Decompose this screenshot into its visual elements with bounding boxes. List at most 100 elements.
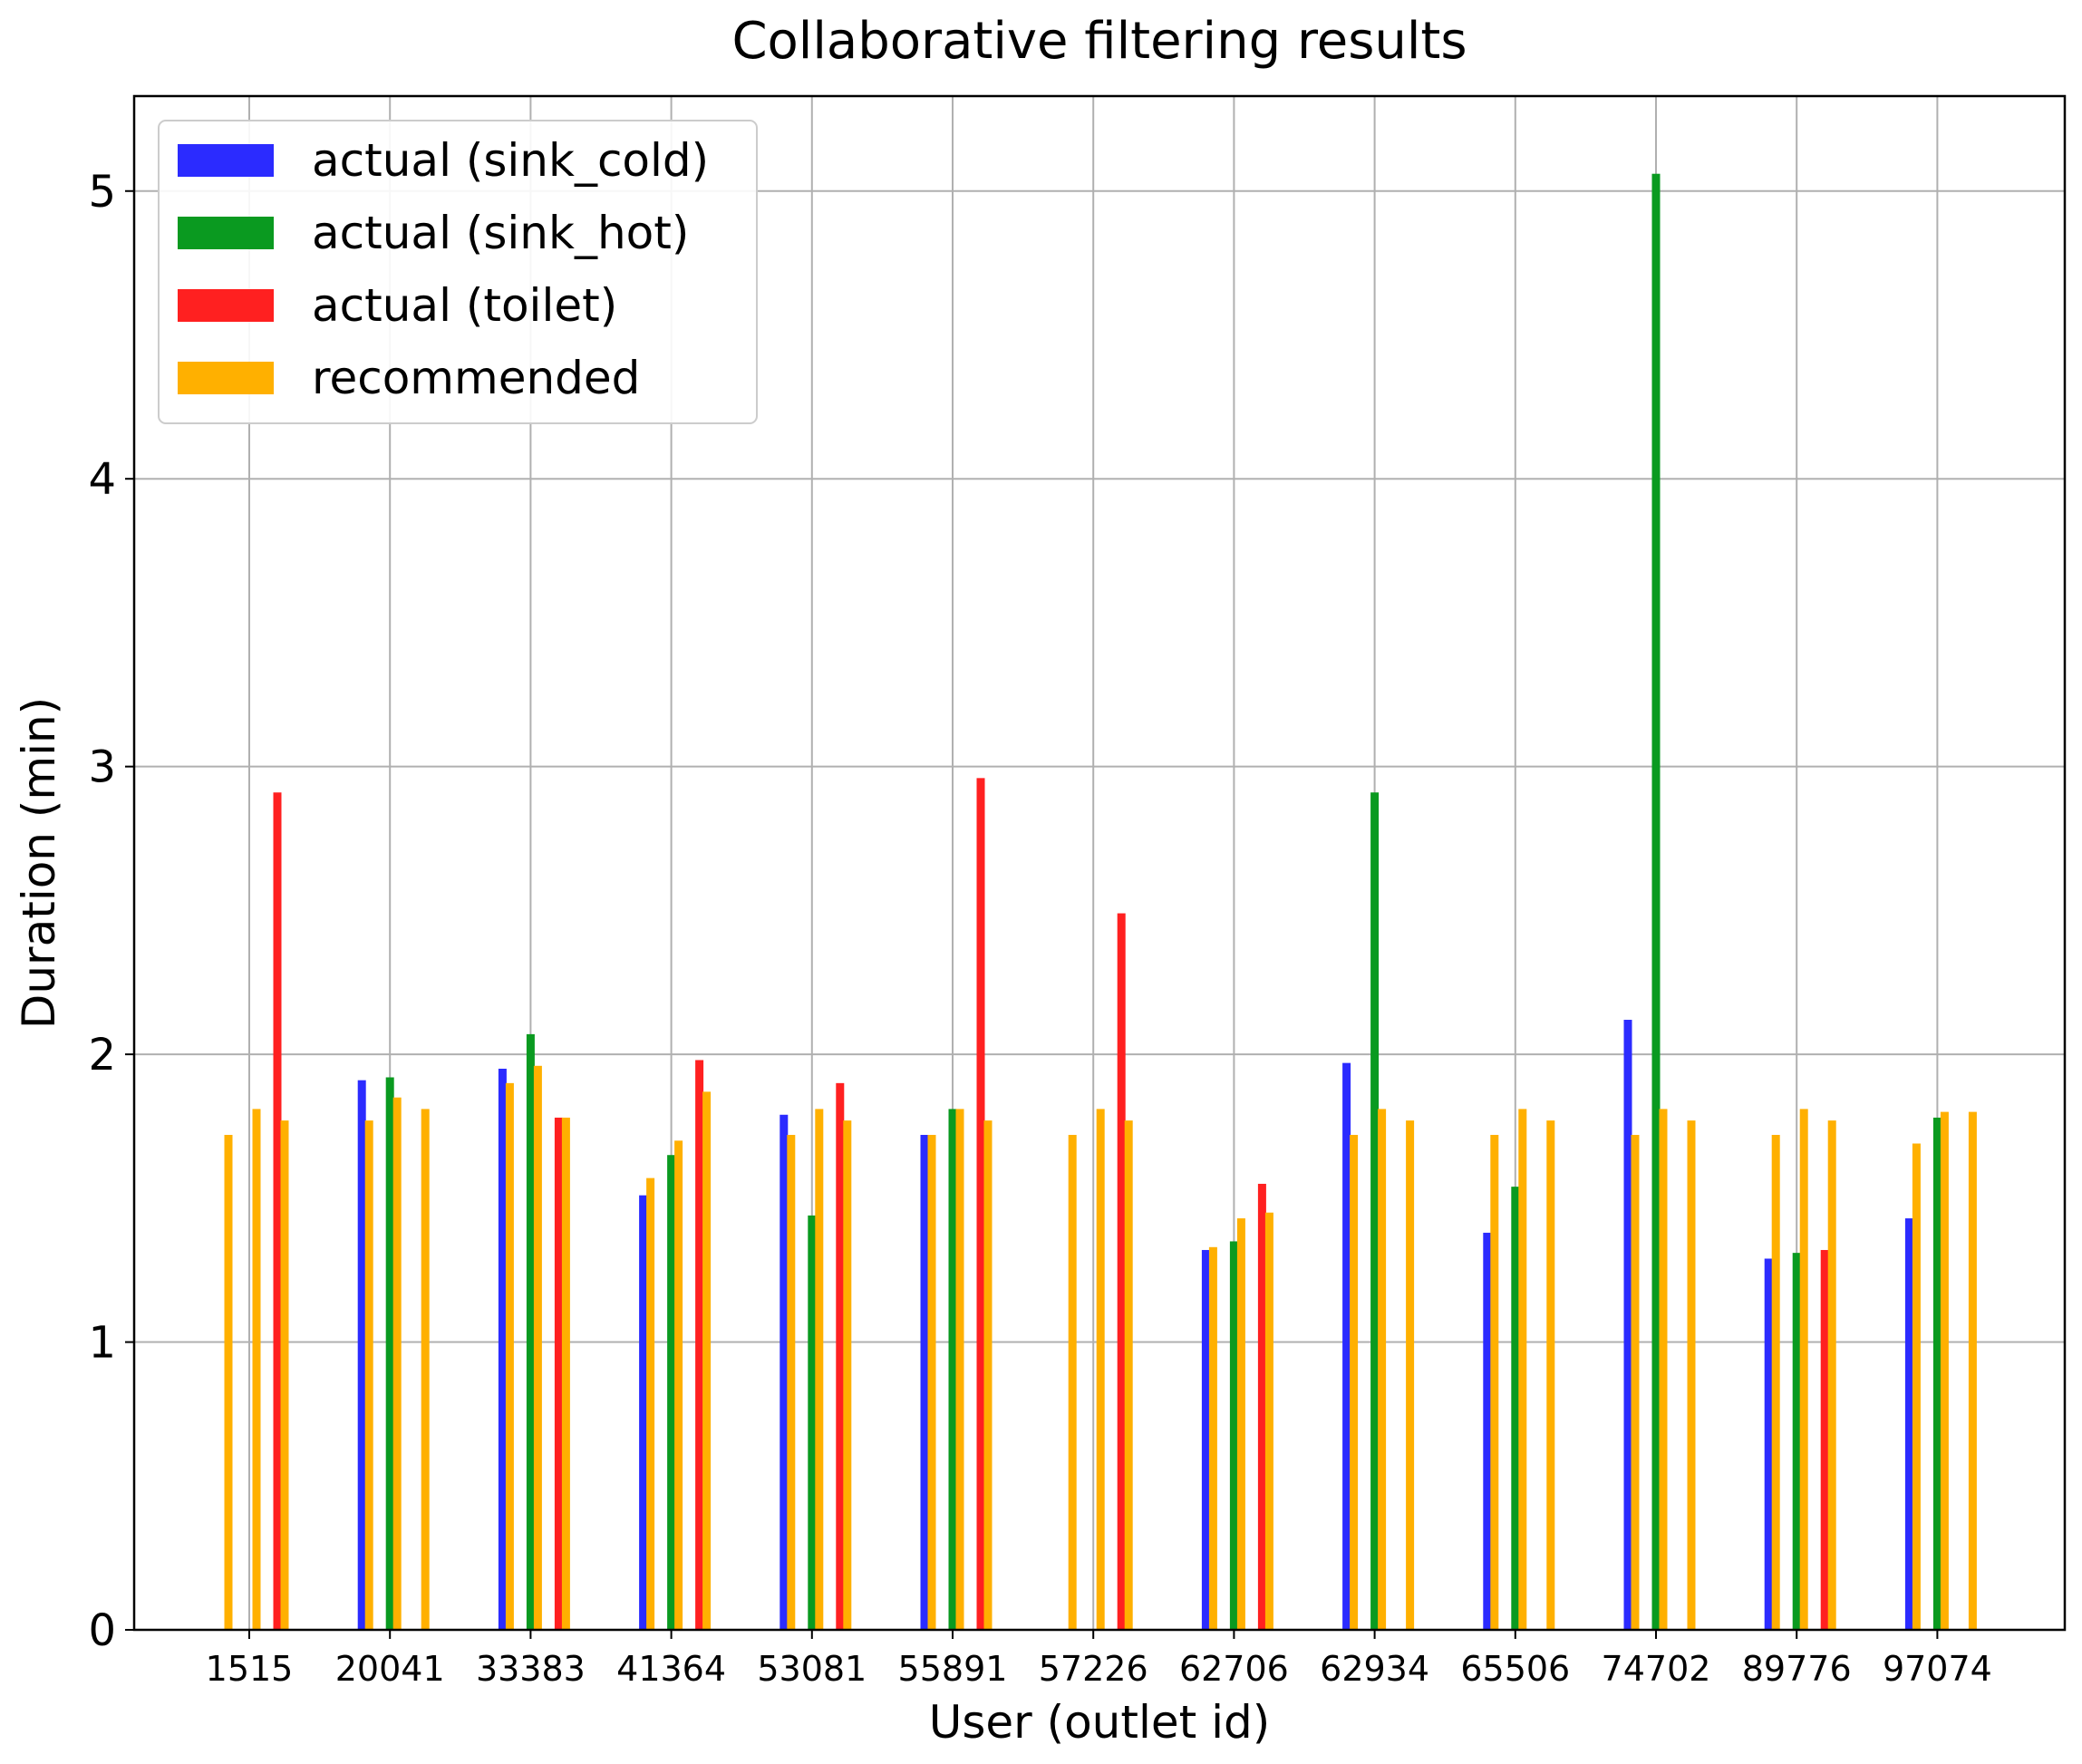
bar-actual-sink-hot bbox=[948, 1109, 957, 1630]
x-tick-label: 97074 bbox=[1883, 1649, 1992, 1689]
y-tick-label: 1 bbox=[88, 1318, 116, 1369]
bar-actual-sink-hot bbox=[1229, 1241, 1238, 1630]
bar-actual-sink-cold bbox=[920, 1134, 929, 1630]
bar-recommended bbox=[1350, 1134, 1359, 1630]
bar-actual-sink-cold bbox=[498, 1068, 507, 1630]
legend-label: actual (sink_hot) bbox=[312, 207, 689, 259]
y-tick-label: 2 bbox=[88, 1030, 116, 1081]
bar-recommended bbox=[1827, 1120, 1836, 1630]
bar-recommended bbox=[1490, 1134, 1499, 1630]
legend-label: actual (toilet) bbox=[312, 279, 617, 332]
bar-actual-sink-cold bbox=[1201, 1249, 1210, 1630]
bar-actual-sink-hot bbox=[1511, 1187, 1520, 1630]
x-tick-label: 62706 bbox=[1179, 1649, 1289, 1689]
x-tick-label: 65506 bbox=[1460, 1649, 1570, 1689]
bar-actual-toilet bbox=[836, 1082, 845, 1630]
chart-title: Collaborative filtering results bbox=[731, 12, 1467, 71]
bar-recommended bbox=[1687, 1120, 1696, 1630]
legend-label: recommended bbox=[312, 352, 640, 404]
bar-recommended bbox=[1940, 1111, 1949, 1630]
bar-recommended bbox=[955, 1109, 964, 1630]
x-tick-label: 62934 bbox=[1320, 1649, 1429, 1689]
bar-actual-sink-cold bbox=[1904, 1218, 1913, 1630]
bar-actual-sink-hot bbox=[526, 1033, 535, 1630]
bar-recommended bbox=[927, 1134, 936, 1630]
y-axis-label: Duration (min) bbox=[13, 697, 65, 1029]
bar-recommended bbox=[1968, 1111, 1977, 1630]
bar-recommended bbox=[1236, 1218, 1245, 1630]
bar-actual-toilet bbox=[1117, 913, 1126, 1630]
legend-box bbox=[158, 120, 758, 424]
bar-actual-sink-cold bbox=[1483, 1232, 1492, 1630]
bar-recommended bbox=[1124, 1120, 1133, 1630]
legend-label: actual (sink_cold) bbox=[312, 134, 709, 187]
bar-actual-sink-hot bbox=[808, 1215, 817, 1630]
bar-recommended bbox=[1068, 1134, 1077, 1630]
bar-recommended bbox=[1264, 1212, 1273, 1630]
bar-actual-toilet bbox=[976, 778, 985, 1630]
y-tick-label: 5 bbox=[88, 167, 116, 218]
bar-recommended bbox=[505, 1082, 514, 1630]
bar-recommended bbox=[1378, 1109, 1387, 1630]
bar-recommended bbox=[843, 1120, 852, 1630]
x-tick-label: 89776 bbox=[1742, 1649, 1852, 1689]
bar-recommended bbox=[674, 1140, 683, 1630]
bar-actual-toilet bbox=[1820, 1249, 1829, 1630]
bar-recommended bbox=[561, 1117, 570, 1630]
bar-actual-sink-hot bbox=[385, 1077, 394, 1630]
bar-recommended bbox=[1799, 1109, 1808, 1630]
legend-swatch bbox=[178, 289, 274, 322]
bar-recommended bbox=[224, 1134, 233, 1630]
bar-recommended bbox=[252, 1109, 261, 1630]
bar-actual-sink-hot bbox=[1792, 1253, 1801, 1630]
bar-recommended bbox=[392, 1097, 402, 1630]
bar-recommended bbox=[787, 1134, 796, 1630]
bar-recommended bbox=[983, 1120, 993, 1630]
x-tick-label: 74702 bbox=[1602, 1649, 1711, 1689]
bar-recommended bbox=[421, 1109, 430, 1630]
x-tick-label: 33383 bbox=[476, 1649, 586, 1689]
bar-actual-sink-cold bbox=[780, 1114, 789, 1630]
bar-recommended bbox=[1518, 1109, 1527, 1630]
bar-recommended bbox=[280, 1120, 289, 1630]
x-tick-label: 55891 bbox=[898, 1649, 1008, 1689]
bar-actual-sink-cold bbox=[639, 1195, 648, 1630]
bar-recommended bbox=[646, 1178, 655, 1630]
ticks-layer: 0 1 2 3 4 5 1515 20041 33383 41364 53081 55891 57226… bbox=[88, 167, 1991, 1689]
bar-actual-toilet bbox=[273, 792, 282, 1630]
bar-actual-sink-hot bbox=[1651, 173, 1661, 1631]
bar-recommended bbox=[1631, 1134, 1640, 1630]
x-tick-label: 20041 bbox=[335, 1649, 445, 1689]
bar-recommended bbox=[1659, 1109, 1668, 1630]
x-tick-label: 41364 bbox=[616, 1649, 726, 1689]
x-tick-label: 57226 bbox=[1039, 1649, 1148, 1689]
bar-recommended bbox=[364, 1120, 373, 1630]
plot-frame bbox=[132, 94, 2067, 1632]
bar-actual-toilet bbox=[1257, 1183, 1266, 1630]
bar-recommended bbox=[1096, 1109, 1105, 1630]
x-tick-label: 1515 bbox=[206, 1649, 294, 1689]
bar-actual-sink-hot bbox=[667, 1155, 676, 1630]
y-tick-label: 4 bbox=[88, 454, 116, 505]
bar-recommended bbox=[1208, 1246, 1217, 1630]
bar-recommended bbox=[1406, 1120, 1415, 1630]
bar-actual-toilet bbox=[554, 1117, 563, 1630]
x-tick-label: 53081 bbox=[757, 1649, 867, 1689]
bar-recommended bbox=[1771, 1134, 1780, 1630]
x-axis-label: User (outlet id) bbox=[929, 1696, 1271, 1749]
legend-swatch bbox=[178, 362, 274, 394]
bar-actual-sink-cold bbox=[357, 1080, 366, 1630]
legend: actual (sink_cold)actual (sink_hot)actua… bbox=[158, 120, 758, 424]
bar-actual-sink-cold bbox=[1342, 1062, 1351, 1630]
y-tick-label: 3 bbox=[88, 742, 116, 793]
legend-swatch bbox=[178, 217, 274, 249]
bar-actual-sink-hot bbox=[1370, 792, 1380, 1630]
bars-layer bbox=[224, 173, 1977, 1631]
bar-actual-sink-cold bbox=[1764, 1258, 1773, 1630]
legend-swatch bbox=[178, 144, 274, 177]
y-tick-label: 0 bbox=[88, 1605, 116, 1656]
bar-actual-sink-hot bbox=[1932, 1117, 1942, 1630]
bar-actual-sink-cold bbox=[1623, 1020, 1632, 1630]
bar-recommended bbox=[1546, 1120, 1555, 1630]
bar-recommended bbox=[1912, 1143, 1921, 1630]
